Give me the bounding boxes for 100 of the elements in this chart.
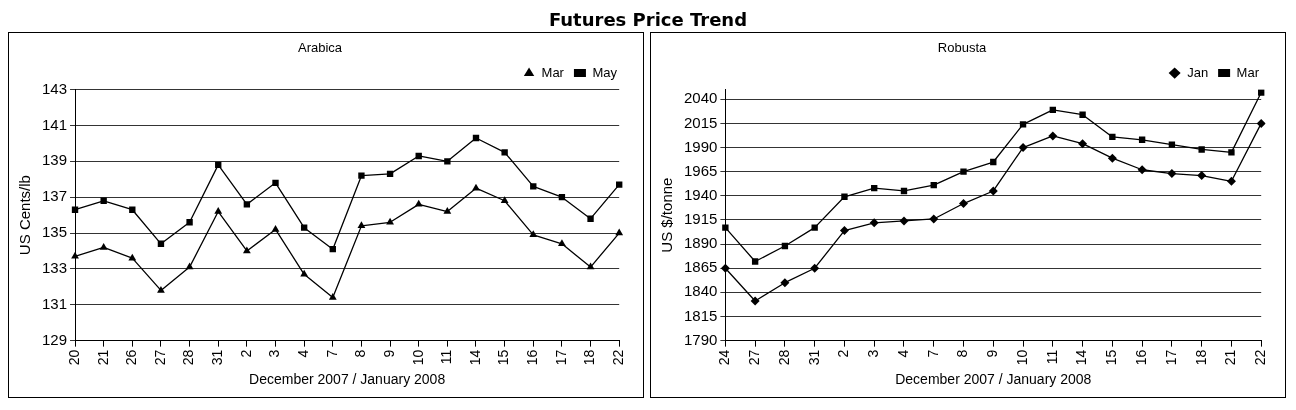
point: [1226, 176, 1236, 186]
x-tick-label: 18: [1192, 349, 1209, 366]
point: [899, 216, 909, 226]
legend-label: May: [592, 64, 618, 80]
x-tick-label: 7: [323, 349, 340, 358]
x-tick-label: 17: [1162, 349, 1179, 366]
chart-title: Robusta: [937, 40, 987, 56]
x-tick-label: 4: [894, 349, 911, 358]
point: [328, 293, 337, 300]
y-tick-label: 1790: [683, 330, 718, 348]
point: [1256, 118, 1266, 128]
x-tick-label: 8: [954, 349, 971, 358]
y-tick-label: 143: [42, 79, 68, 97]
point: [1168, 141, 1176, 148]
x-tick-label: 31: [805, 349, 822, 366]
point: [616, 181, 623, 188]
point: [242, 246, 251, 254]
point: [929, 214, 939, 224]
x-tick-label: 11: [1043, 349, 1060, 365]
point: [243, 201, 251, 208]
point: [1258, 89, 1265, 96]
x-tick-label: 22: [1252, 349, 1269, 366]
point: [959, 199, 969, 209]
point: [414, 199, 423, 207]
point: [300, 269, 309, 277]
x-tick-label: 28: [180, 349, 197, 366]
point: [71, 251, 79, 259]
x-tick-label: 9: [380, 349, 397, 358]
point: [869, 218, 879, 228]
point: [722, 224, 729, 231]
point: [530, 183, 537, 190]
point: [501, 149, 508, 156]
text: Futures Price Trend: [547, 8, 749, 32]
y-tick-label: 137: [42, 187, 68, 205]
x-tick-label: 14: [1073, 349, 1090, 366]
point: [1198, 146, 1205, 153]
point: [272, 179, 279, 187]
legend-label: Jan: [1187, 64, 1209, 80]
x-tick-label: 31: [209, 349, 226, 366]
x-tick-label: 20: [65, 349, 82, 366]
point: [1078, 139, 1088, 149]
x-axis-title: December 2007 / January 2008: [249, 371, 446, 388]
x-tick-label: 27: [151, 349, 168, 366]
point: [443, 207, 452, 214]
point: [1109, 133, 1116, 141]
y-tick-label: 1965: [683, 161, 718, 179]
y-tick-label: 1890: [683, 234, 718, 252]
point: [988, 186, 998, 196]
x-tick-label: 21: [94, 349, 111, 366]
x-tick-label: 2: [237, 349, 254, 358]
point: [780, 278, 790, 288]
x-tick-label: 15: [1103, 349, 1120, 366]
y-axis-title: US Cents/lb: [16, 175, 34, 256]
y-tick-label: 131: [42, 294, 68, 312]
point: [300, 224, 308, 231]
y-tick-label: 1990: [683, 137, 718, 155]
x-tick-label: 2: [835, 349, 852, 358]
y-tick-label: 129: [42, 330, 68, 348]
point: [811, 224, 818, 231]
x-tick-label: 26: [123, 349, 140, 366]
point: [960, 168, 967, 175]
point: [444, 158, 451, 165]
y-tick-label: 141: [42, 115, 68, 133]
point: [271, 224, 280, 232]
point: [100, 197, 107, 204]
point: [1079, 111, 1086, 118]
point: [751, 258, 759, 265]
point: [1167, 169, 1177, 179]
x-tick-label: 11: [438, 349, 455, 365]
x-tick-label: 3: [266, 349, 283, 358]
x-axis-title: December 2007 / January 2008: [895, 371, 1092, 388]
point: [841, 193, 848, 200]
point: [1228, 149, 1235, 156]
y-tick-label: 1940: [683, 185, 718, 203]
y-tick-label: 135: [42, 223, 68, 241]
x-tick-label: 10: [409, 349, 426, 366]
point: [839, 226, 849, 236]
point: [358, 172, 365, 179]
point: [558, 239, 566, 247]
x-tick-label: 17: [552, 349, 569, 366]
x-tick-label: 16: [1132, 349, 1149, 366]
point: [500, 196, 509, 204]
x-tick-label: 21: [1222, 349, 1239, 366]
x-tick-label: 10: [1013, 349, 1030, 366]
y-tick-label: 1865: [683, 258, 718, 276]
point: [750, 296, 760, 306]
x-tick-label: 16: [524, 349, 541, 366]
point: [1107, 153, 1117, 163]
x-tick-label: 15: [495, 349, 512, 366]
point: [1048, 131, 1058, 141]
point: [1019, 121, 1027, 128]
x-tick-label: 27: [746, 349, 762, 366]
x-tick-label: 9: [984, 349, 1001, 358]
x-tick-label: 14: [466, 349, 483, 366]
point: [386, 217, 394, 225]
y-tick-label: 1815: [683, 306, 718, 324]
point: [720, 263, 730, 273]
point: [128, 253, 137, 261]
point: [587, 215, 594, 222]
y-tick-label: 1840: [683, 282, 718, 300]
